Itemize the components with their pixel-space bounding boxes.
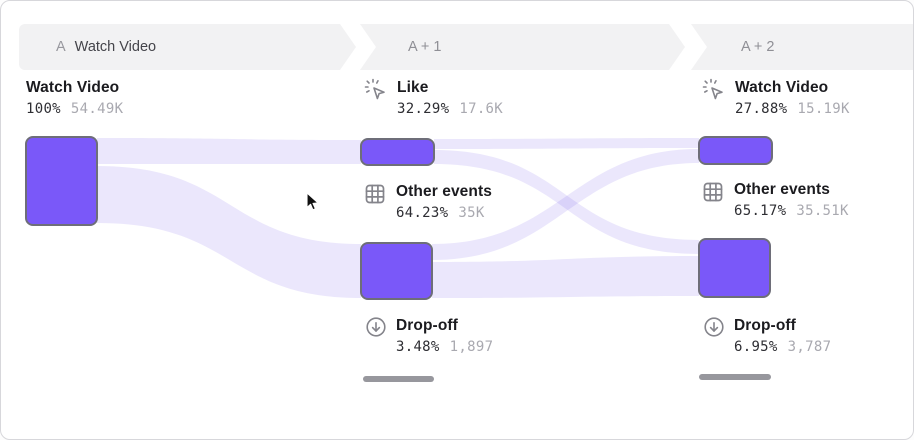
event-name: Drop-off (396, 317, 458, 334)
event-label-a1-like[interactable]: Like 32.29% 17.6K (364, 78, 503, 118)
grid-icon (701, 180, 725, 209)
flow-like-to-otherevents[interactable] (434, 150, 699, 254)
event-stats: 3.48% 1,897 (396, 339, 493, 356)
node-a2-watchvideo[interactable] (698, 136, 773, 165)
event-name: Drop-off (734, 317, 796, 334)
step-label: A + 1 (408, 39, 442, 55)
event-percent: 100% (26, 101, 61, 117)
event-stats: 64.23% 35K (396, 205, 492, 222)
event-label-a1-otherevents[interactable]: Other events 64.23% 35K (363, 183, 492, 222)
click-icon (364, 78, 388, 107)
node-a1-like[interactable] (360, 138, 435, 166)
event-percent: 27.88% (735, 101, 788, 117)
dropoff-node-a1[interactable] (363, 376, 434, 382)
event-label-a2-dropoff[interactable]: Drop-off 6.95% 3,787 (703, 317, 831, 356)
dropoff-node-a2[interactable] (699, 374, 771, 380)
event-label-a2-otherevents[interactable]: Other events 65.17% 35.51K (701, 181, 849, 220)
arrow-down-circle-icon (703, 316, 725, 343)
event-percent: 6.95% (734, 339, 778, 355)
event-label-a-watchvideo[interactable]: Watch Video 100% 54.49K (26, 79, 123, 118)
arrow-down-circle-icon (365, 316, 387, 343)
step-tab-a[interactable]: A Watch Video (19, 24, 356, 70)
node-a-watchvideo[interactable] (25, 136, 98, 226)
node-a2-otherevents[interactable] (698, 238, 771, 298)
event-label-a1-dropoff[interactable]: Drop-off 3.48% 1,897 (365, 317, 493, 356)
event-name: Other events (734, 181, 830, 198)
event-count: 1,897 (449, 339, 494, 355)
event-count: 35K (458, 205, 485, 221)
event-count: 35.51K (796, 203, 849, 219)
event-percent: 3.48% (396, 339, 440, 355)
event-name: Other events (396, 183, 492, 200)
event-percent: 65.17% (734, 203, 787, 219)
event-stats: 100% 54.49K (26, 101, 123, 118)
mouse-cursor-icon (306, 192, 320, 212)
sankey-nodes (25, 136, 773, 300)
click-icon (702, 78, 726, 107)
event-count: 54.49K (70, 101, 124, 117)
flow-watchvideo-to-otherevents[interactable] (97, 166, 361, 298)
node-a1-otherevents[interactable] (360, 242, 433, 300)
sankey-flows (97, 138, 699, 298)
event-name: Like (397, 79, 429, 96)
event-count: 17.6K (459, 101, 504, 117)
step-tab-a-plus-1[interactable]: A + 1 (360, 24, 685, 70)
event-label-a2-watchvideo[interactable]: Watch Video 27.88% 15.19K (702, 78, 850, 118)
event-stats: 32.29% 17.6K (397, 101, 503, 118)
event-count: 15.19K (797, 101, 850, 117)
step-label: A + 2 (741, 39, 775, 55)
flow-otherevents-to-watchvideo[interactable] (432, 149, 699, 260)
event-name: Watch Video (26, 79, 120, 96)
event-percent: 32.29% (397, 101, 450, 117)
step-tab-a-plus-2[interactable]: A + 2 (691, 24, 913, 70)
grid-icon (363, 182, 387, 211)
event-percent: 64.23% (396, 205, 449, 221)
event-name: Watch Video (735, 79, 829, 96)
event-count: 3,787 (787, 339, 832, 355)
flow-otherevents-to-otherevents[interactable] (432, 256, 699, 298)
event-stats: 27.88% 15.19K (735, 101, 850, 118)
event-stats: 6.95% 3,787 (734, 339, 831, 356)
flow-like-to-watchvideo[interactable] (434, 138, 699, 149)
step-letter: A (56, 39, 66, 55)
step-event-name: Watch Video (74, 39, 157, 55)
event-stats: 65.17% 35.51K (734, 203, 849, 220)
flow-watchvideo-to-like[interactable] (97, 138, 361, 164)
